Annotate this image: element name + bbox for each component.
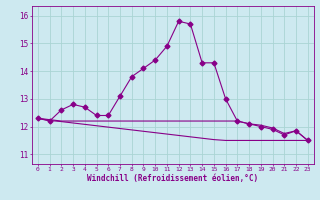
X-axis label: Windchill (Refroidissement éolien,°C): Windchill (Refroidissement éolien,°C) xyxy=(87,174,258,183)
